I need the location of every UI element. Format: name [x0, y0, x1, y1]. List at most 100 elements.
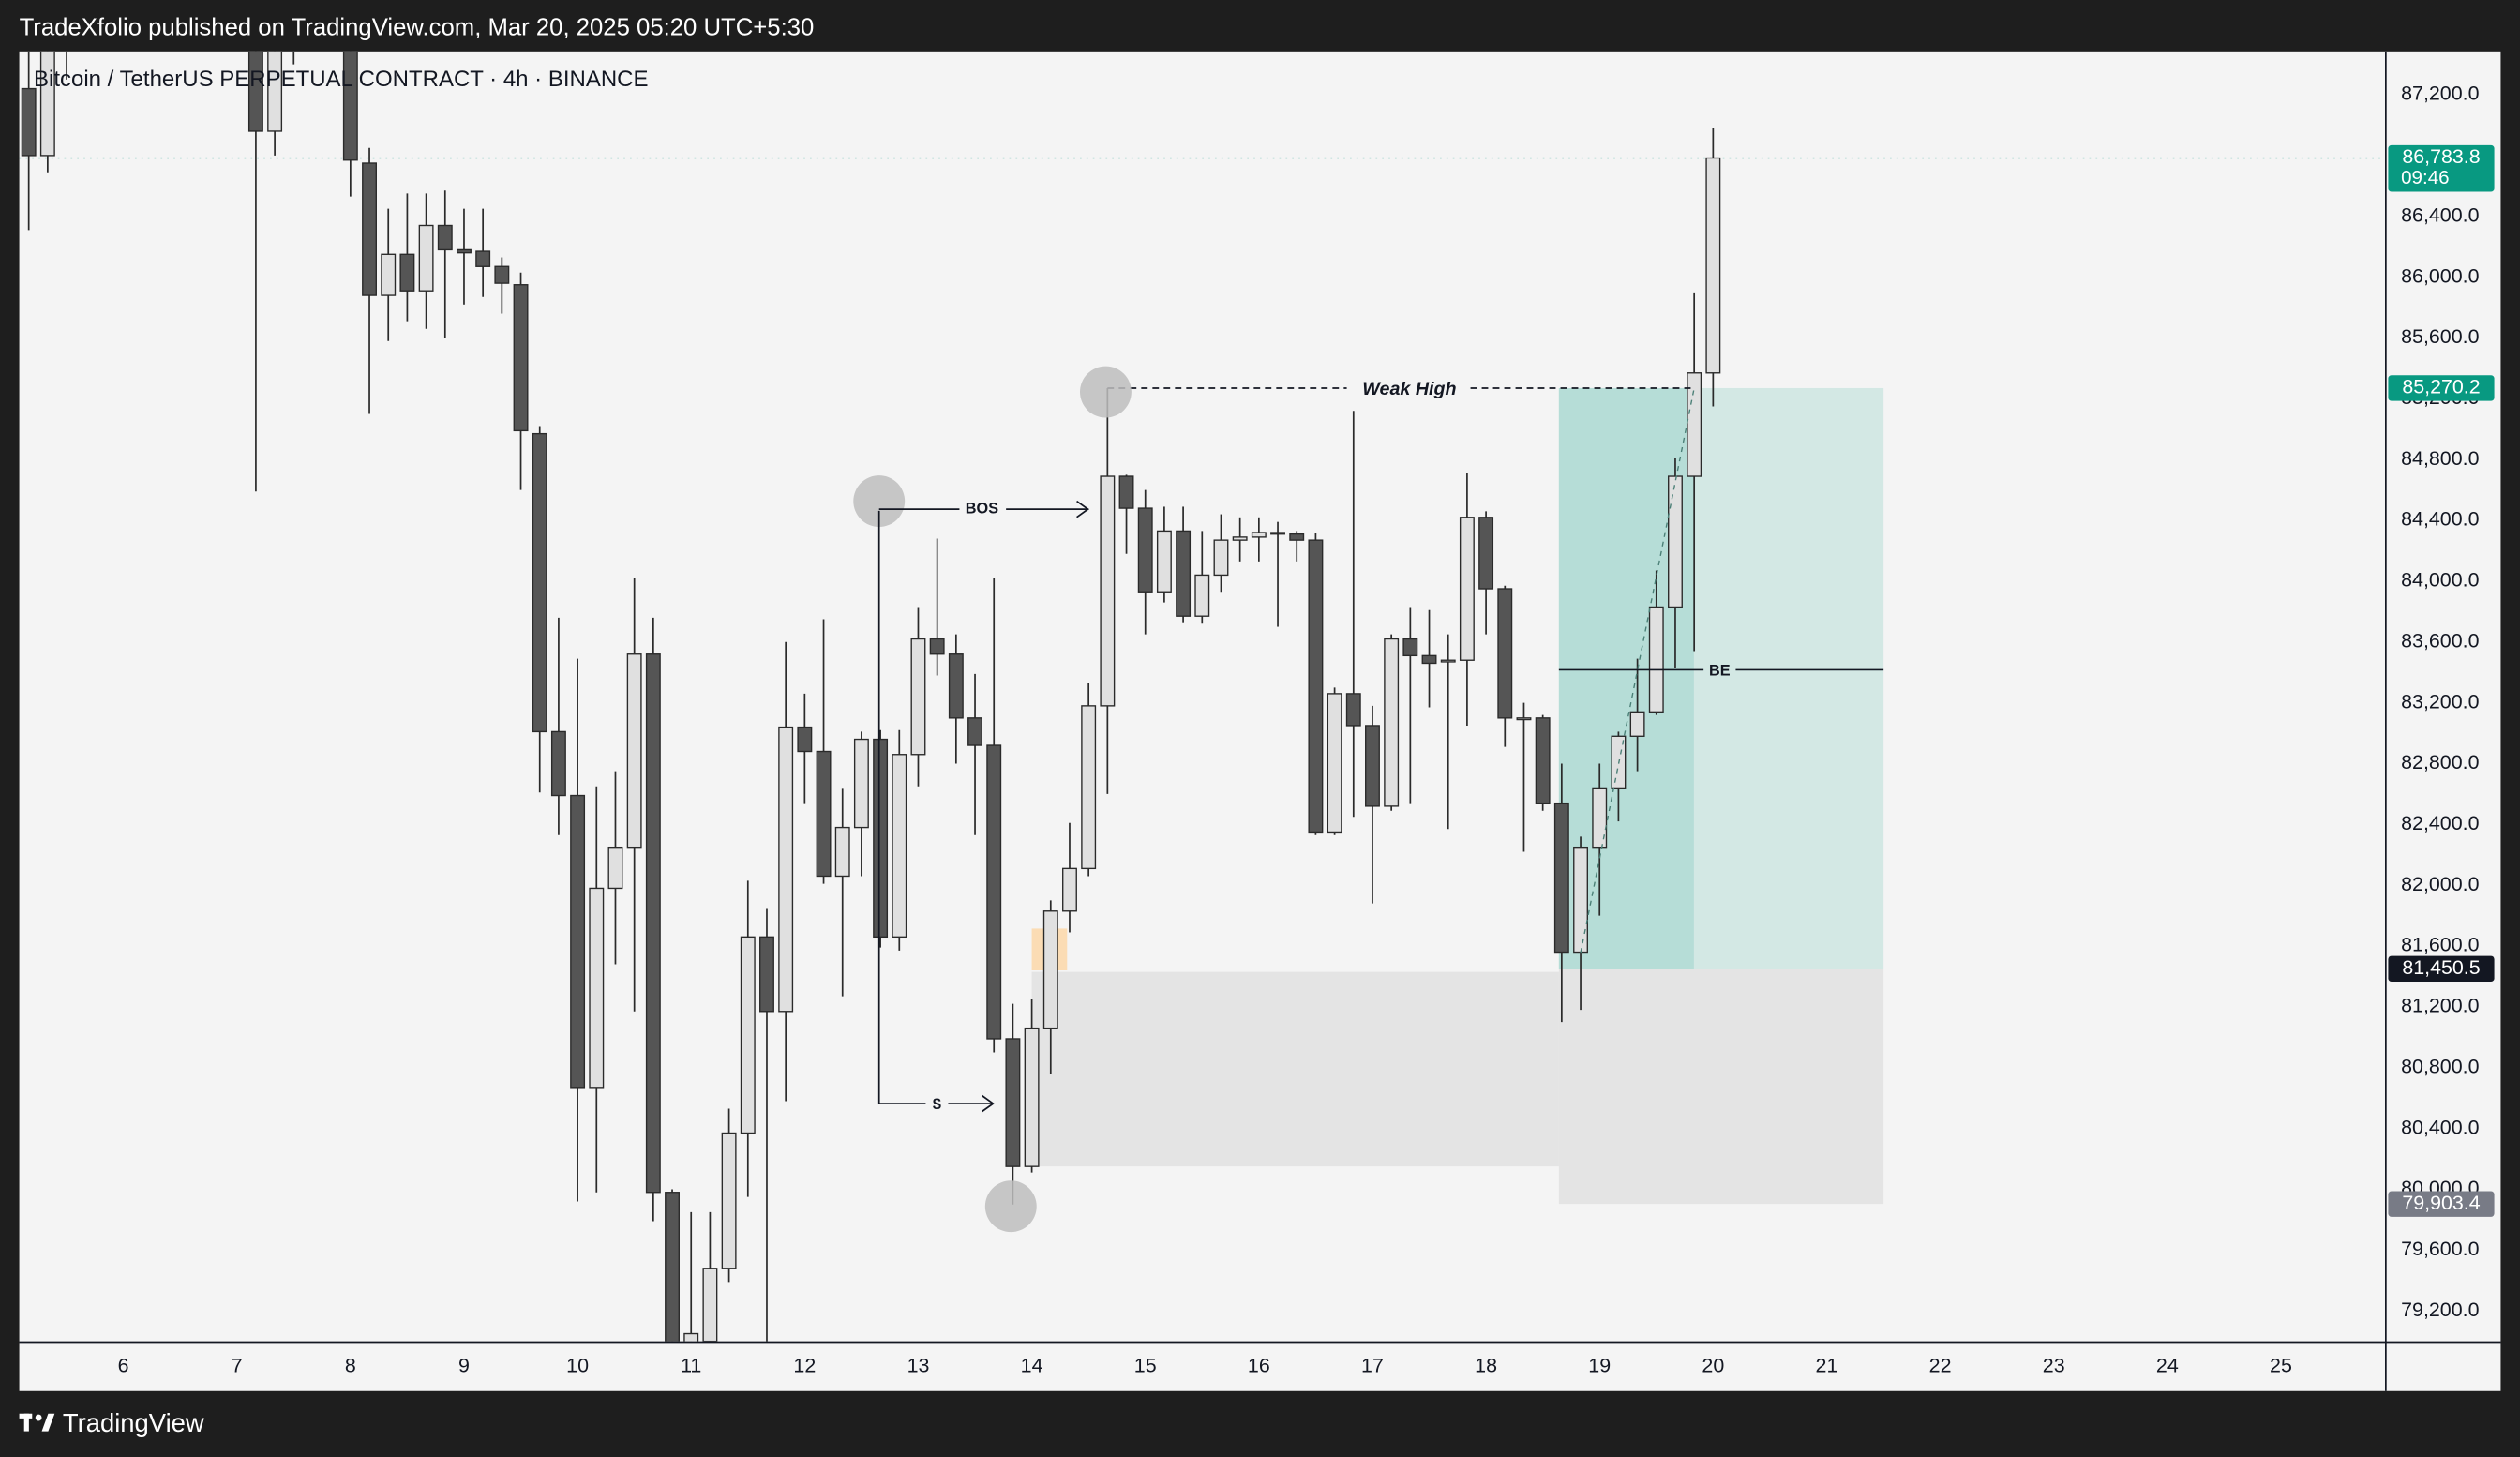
price-label-box — [2388, 375, 2495, 401]
candle-body — [1156, 530, 1172, 593]
candle-body — [1365, 725, 1380, 807]
candle-body — [1687, 372, 1702, 477]
candle-body — [1553, 802, 1569, 954]
candle-body — [910, 638, 926, 756]
x-tick-label: 20 — [1702, 1355, 1724, 1377]
price-label: 79,903.4 — [2402, 1192, 2480, 1214]
candle-body — [1516, 717, 1532, 721]
arrowhead — [981, 1094, 995, 1113]
candle-body — [853, 738, 869, 829]
price-label: 85,270.2 — [2402, 376, 2480, 398]
candle-body — [570, 794, 586, 1089]
candle-body — [1100, 475, 1116, 707]
price-label-box — [2388, 1191, 2495, 1217]
zone — [1031, 971, 1559, 1167]
candle-body — [1327, 693, 1342, 834]
candle-body — [873, 738, 889, 939]
y-tick-label: 80,800.0 — [2401, 1055, 2479, 1077]
y-tick-label: 80,400.0 — [2401, 1116, 2479, 1138]
candle-body — [929, 638, 945, 655]
y-tick-label: 84,000.0 — [2401, 569, 2479, 592]
y-tick-label: 87,200.0 — [2401, 83, 2479, 105]
x-tick-label: 13 — [908, 1355, 930, 1377]
y-tick-label: 79,600.0 — [2401, 1238, 2479, 1260]
x-tick-label: 9 — [458, 1355, 470, 1377]
x-tick-label: 7 — [232, 1355, 243, 1377]
x-tick-label: 15 — [1134, 1355, 1157, 1377]
logo-part — [41, 1413, 55, 1432]
publisher: TradeXfolio published on TradingView.com… — [20, 15, 815, 41]
y-tick-label: 83,200.0 — [2401, 690, 2479, 713]
chart-title: Bitcoin / TetherUS PERPETUAL CONTRACT · … — [34, 67, 648, 92]
candle-body — [532, 432, 548, 733]
candle-body — [589, 887, 605, 1089]
swing-marker — [853, 475, 906, 527]
candle-body — [1118, 475, 1134, 509]
x-tick-label: 14 — [1021, 1355, 1043, 1377]
candle-body — [948, 653, 964, 719]
arrowhead — [1076, 500, 1090, 518]
candle-body — [1194, 574, 1210, 617]
candle-body — [608, 846, 623, 890]
candle-body — [1213, 539, 1229, 577]
candle-body — [267, 51, 283, 132]
candle-body — [1629, 711, 1645, 737]
candle-body — [1478, 517, 1494, 590]
candle-body — [986, 744, 1002, 1040]
candle-body — [381, 253, 397, 296]
candle-body — [550, 730, 566, 797]
candle-body — [1270, 532, 1285, 535]
y-tick-label: 83,600.0 — [2401, 629, 2479, 652]
candle-body — [797, 726, 813, 753]
bos-drawing: BOS $ — [853, 366, 1132, 1233]
candle-body — [1648, 606, 1664, 713]
candle-body — [513, 284, 529, 432]
logo-part — [23, 1413, 29, 1432]
x-tick-label: 21 — [1816, 1355, 1838, 1377]
y-tick-label: 81,600.0 — [2401, 934, 2479, 956]
x-tick-label: 6 — [118, 1355, 129, 1377]
price-label: 81,450.5 — [2402, 956, 2480, 979]
sweep-label: $ — [933, 1096, 941, 1113]
y-tick-label: 86,400.0 — [2401, 203, 2479, 226]
y-tick-label: 81,200.0 — [2401, 995, 2479, 1017]
candle-body — [1440, 659, 1456, 663]
candle-body — [816, 750, 832, 878]
candle-body — [1062, 867, 1077, 912]
candle-body — [1421, 654, 1437, 665]
candle-body — [721, 1132, 737, 1269]
candle-body — [1024, 1027, 1040, 1167]
swing-marker — [984, 1180, 1037, 1233]
x-tick-label: 18 — [1475, 1355, 1497, 1377]
candle-body — [1459, 517, 1475, 661]
x-tick-label: 23 — [2043, 1355, 2065, 1377]
y-tick-label: 82,400.0 — [2401, 812, 2479, 834]
candle-body — [645, 653, 661, 1194]
candle-body — [1573, 846, 1588, 954]
candle-body — [1308, 539, 1324, 834]
candle-body — [437, 224, 453, 251]
candle-body — [1668, 475, 1683, 608]
breakeven-label: BE — [1709, 662, 1731, 679]
candle-body — [778, 726, 794, 1013]
candle-body — [39, 51, 55, 157]
candle-body — [1232, 536, 1248, 541]
candle-body — [1705, 157, 1721, 374]
candle-body — [968, 717, 982, 746]
x-tick-label: 19 — [1588, 1355, 1611, 1377]
candle-body — [457, 248, 472, 254]
candle-body — [21, 87, 37, 157]
candle-body — [1345, 693, 1361, 727]
x-tick-label: 11 — [681, 1355, 701, 1377]
candle-body — [1384, 638, 1400, 807]
y-tick-label: 82,800.0 — [2401, 751, 2479, 774]
bos-label: BOS — [966, 500, 998, 517]
y-tick-label: 84,400.0 — [2401, 508, 2479, 531]
y-tick-label: 82,000.0 — [2401, 873, 2479, 895]
candle-body — [1176, 530, 1192, 617]
candle-body — [475, 250, 491, 267]
candle-body — [892, 754, 908, 939]
candle-body — [626, 653, 642, 849]
price-label: 86,783.8 — [2402, 145, 2480, 168]
